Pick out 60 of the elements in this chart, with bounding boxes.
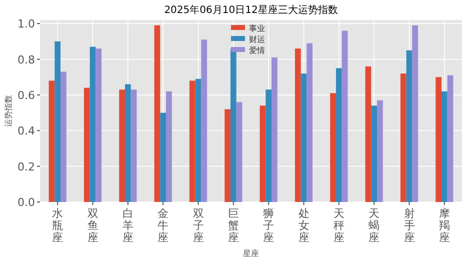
x-tick-label: 白羊座 [122,207,134,244]
y-axis-title: 运势指数 [4,95,13,127]
y-tick-label: 0.8 [18,53,35,66]
bar [84,88,90,202]
x-tick-label: 处女座 [298,207,310,244]
bar [90,46,96,202]
y-tick-label: 0.6 [18,88,35,102]
bar [400,74,406,202]
chart-title: 2025年06月10日12星座三大运势指数 [164,4,338,16]
bar [54,41,61,202]
bar [48,80,55,202]
y-tick-label: 0.0 [18,196,35,209]
x-tick-label: 天蝎座 [368,207,380,244]
bar [441,91,448,202]
bar [300,74,307,202]
bar [60,72,66,202]
bar [436,77,442,202]
bar [412,25,418,202]
legend-label: 财运 [249,35,265,44]
bar [166,91,172,202]
bar [272,57,278,202]
x-tick-label: 水瓶座 [52,207,64,244]
bar [260,106,266,202]
bar [336,68,342,202]
y-tick-label: 1.0 [18,18,35,31]
x-tick-label: 金牛座 [158,207,169,244]
x-tick-label: 巨蟹座 [228,207,239,244]
x-tick-label: 双子座 [192,207,204,244]
y-tick-label: 0.2 [18,160,35,174]
bar [160,112,166,202]
bar [236,102,242,202]
bar [342,30,348,202]
bar [224,109,230,202]
bar [96,48,102,202]
x-tick-label: 天秤座 [333,207,344,244]
x-tick-label: 摩羯座 [438,207,450,244]
bar [371,106,378,202]
bar [447,75,454,202]
bar [294,48,301,202]
bar [124,84,131,202]
bar [266,90,272,202]
bar [189,80,196,202]
bar [230,48,236,202]
x-tick-label: 双鱼座 [87,207,98,244]
bar [377,100,383,202]
bar [130,90,137,202]
y-tick-label: 0.4 [18,124,35,138]
x-tick-label: 射手座 [404,207,415,244]
bar [330,93,336,202]
bar [306,43,313,202]
x-tick-label: 狮子座 [263,207,274,244]
bar [154,25,160,202]
bar [119,90,125,202]
bar [406,50,412,202]
legend-label: 爱情 [249,46,265,55]
bar [195,78,202,202]
bar [365,66,372,202]
bar [201,40,208,202]
x-axis-title: 星座 [243,249,259,258]
legend-label: 事业 [249,24,265,33]
